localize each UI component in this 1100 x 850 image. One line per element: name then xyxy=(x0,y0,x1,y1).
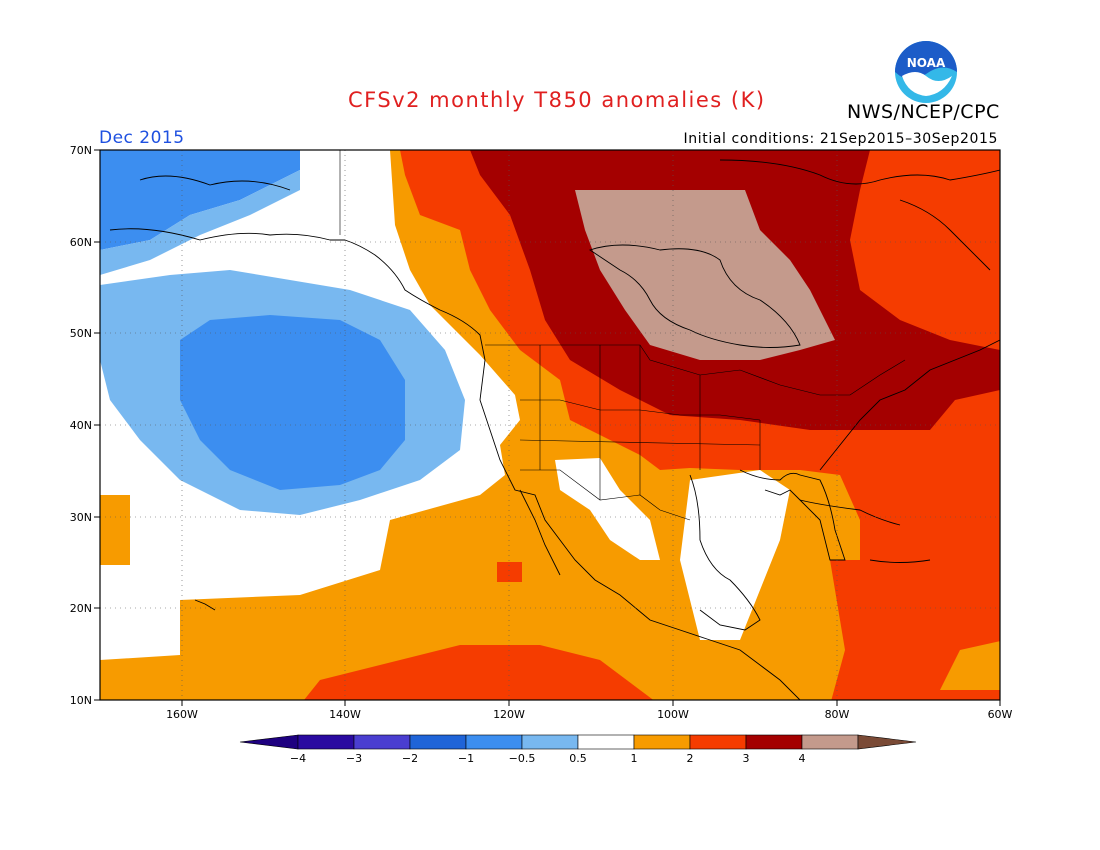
colorbar-swatch xyxy=(633,734,691,750)
cool-region-pacific-medium xyxy=(180,315,405,490)
cool-neutral-mexico xyxy=(555,458,660,560)
lon-label-120w: 120W xyxy=(493,708,525,721)
colorbar-label: −3 xyxy=(346,752,362,765)
anomaly-shading xyxy=(100,150,1000,700)
lat-label-30n: 30N xyxy=(70,511,92,524)
lat-label-40n: 40N xyxy=(70,419,92,432)
map-gridlines xyxy=(100,150,1000,700)
noaa-logo-icon: NOAA xyxy=(895,41,957,103)
colorbar-swatch xyxy=(577,734,635,750)
colorbar-swatch xyxy=(353,734,411,750)
colorbar-label: 1 xyxy=(631,752,638,765)
colorbar-label: 0.5 xyxy=(569,752,587,765)
colorbar-label: −4 xyxy=(290,752,306,765)
colorbar-swatch xyxy=(297,734,355,750)
colorbar-label: −0.5 xyxy=(509,752,536,765)
colorbar-low-end xyxy=(239,734,299,750)
colorbar-swatch xyxy=(801,734,859,750)
lon-label-60w: 60W xyxy=(988,708,1013,721)
coastlines xyxy=(109,159,1000,700)
lat-label-50n: 50N xyxy=(70,327,92,340)
warm-region-2-3K-atlantic xyxy=(830,560,1000,700)
agency-label: NWS/NCEP/CPC xyxy=(847,101,1000,123)
colorbar: −4 −3 −2 −1 −0.5 0.5 1 2 3 4 xyxy=(239,734,917,765)
lon-label-140w: 140W xyxy=(329,708,361,721)
map-title: CFSv2 monthly T850 anomalies (K) xyxy=(348,88,766,112)
colorbar-label: −2 xyxy=(402,752,418,765)
colorbar-label: 4 xyxy=(799,752,806,765)
logo-text: NOAA xyxy=(907,56,946,70)
colorbar-swatch xyxy=(465,734,523,750)
warm-region-2-3K-pacific xyxy=(304,645,654,700)
colorbar-high-end xyxy=(857,734,917,750)
colorbar-swatch xyxy=(745,734,803,750)
colorbar-label: 3 xyxy=(743,752,750,765)
colorbar-swatch xyxy=(521,734,579,750)
lon-label-160w: 160W xyxy=(166,708,198,721)
lat-label-60n: 60N xyxy=(70,236,92,249)
lat-tick-marks xyxy=(94,149,100,701)
cool-region-arctic-edge xyxy=(100,170,300,275)
cool-region-arctic xyxy=(100,150,300,250)
warm-region-1-2K-gulf xyxy=(680,470,790,640)
valid-month-label: Dec 2015 xyxy=(99,128,185,148)
lon-label-100w: 100W xyxy=(657,708,689,721)
colorbar-swatch xyxy=(689,734,747,750)
lon-label-80w: 80W xyxy=(825,708,850,721)
borders xyxy=(339,150,906,521)
lat-label-20n: 20N xyxy=(70,602,92,615)
lat-label-70n: 70N xyxy=(70,144,92,157)
colorbar-label: 2 xyxy=(687,752,694,765)
colorbar-label: −1 xyxy=(458,752,474,765)
lat-label-10n: 10N xyxy=(70,694,92,707)
colorbar-swatch xyxy=(409,734,467,750)
initial-conditions-label: Initial conditions: 21Sep2015–30Sep2015 xyxy=(683,131,998,147)
warm-region-above-4K xyxy=(575,190,835,360)
lon-tick-marks xyxy=(181,700,1001,706)
